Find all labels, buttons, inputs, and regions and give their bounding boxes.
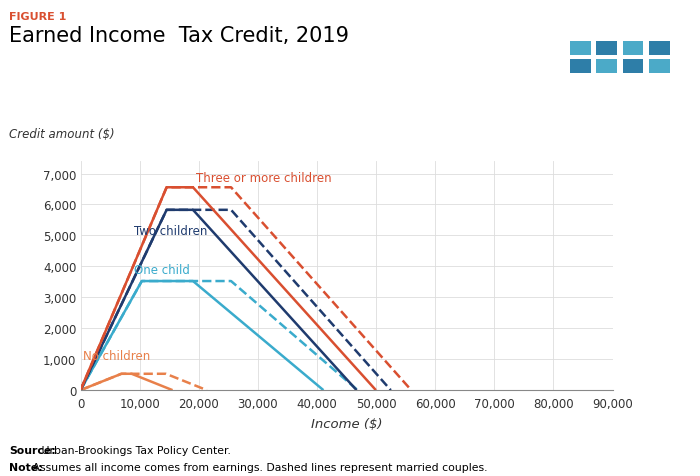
Text: TPC: TPC xyxy=(592,74,648,100)
Text: No children: No children xyxy=(83,349,150,362)
Text: Three or more children: Three or more children xyxy=(196,172,331,185)
Text: One child: One child xyxy=(134,263,190,276)
Text: Assumes all income comes from earnings. Dashed lines represent married couples.: Assumes all income comes from earnings. … xyxy=(29,462,488,472)
Bar xyxy=(622,60,643,74)
Bar xyxy=(570,60,591,74)
Bar xyxy=(596,60,617,74)
Text: Credit amount ($): Credit amount ($) xyxy=(9,128,115,140)
Text: Source:: Source: xyxy=(9,445,56,455)
Bar xyxy=(596,42,617,56)
X-axis label: Income ($): Income ($) xyxy=(311,417,382,430)
Bar xyxy=(622,42,643,56)
Bar xyxy=(649,42,670,56)
Text: Two children: Two children xyxy=(134,225,207,238)
Text: Note:: Note: xyxy=(9,462,43,472)
Text: FIGURE 1: FIGURE 1 xyxy=(9,12,66,22)
Text: Earned Income  Tax Credit, 2019: Earned Income Tax Credit, 2019 xyxy=(9,26,349,46)
Bar xyxy=(649,60,670,74)
Text: Urban-Brookings Tax Policy Center.: Urban-Brookings Tax Policy Center. xyxy=(38,445,232,455)
Bar xyxy=(570,42,591,56)
